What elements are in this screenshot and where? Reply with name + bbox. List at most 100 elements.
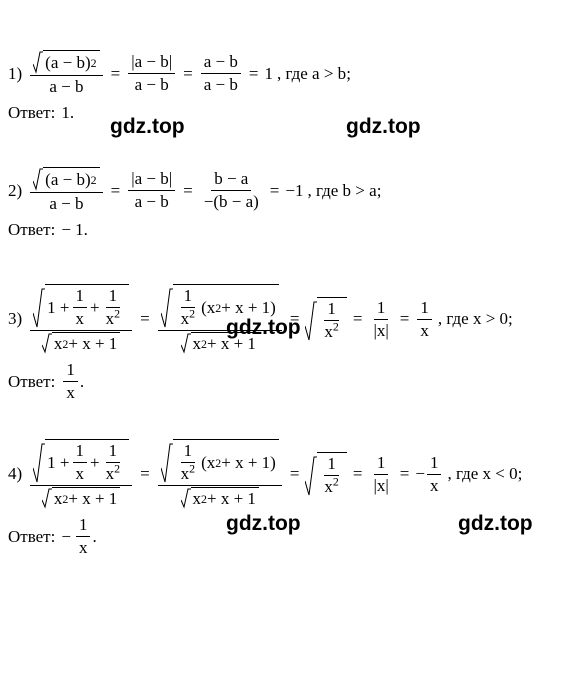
fraction: 1 |x|	[370, 453, 391, 496]
fraction: 1 x	[73, 441, 88, 484]
fraction: 1 x	[73, 286, 88, 329]
sqrt: 1 x2 (x2 + x + 1)	[161, 284, 279, 329]
answer-fraction: 1 x	[76, 515, 91, 558]
equals: =	[400, 464, 410, 484]
exponent: 2	[333, 474, 339, 488]
sqrt: 1 + 1 x + 1 x2	[33, 439, 129, 484]
numerator: 1	[417, 298, 432, 320]
numerator: 1	[181, 441, 196, 463]
fraction: 1 x2	[103, 441, 123, 484]
answer-label: Ответ:	[8, 220, 55, 240]
denominator: −(b − a)	[201, 191, 262, 212]
exponent: 2	[189, 461, 195, 475]
denominator: x	[181, 309, 190, 328]
numerator: 1	[324, 454, 339, 476]
plus: +	[90, 453, 100, 473]
fraction: a − b a − b	[201, 52, 241, 95]
minus: −	[415, 464, 425, 484]
denominator: a − b	[46, 193, 86, 214]
where-text: , где a > b;	[277, 64, 351, 84]
numerator: |a − b|	[128, 169, 175, 191]
equals: =	[290, 309, 300, 329]
fraction: 1 x2 (x2 + x + 1) x2 + x + 1	[158, 284, 282, 354]
plus: +	[90, 298, 100, 318]
fraction: 1 x	[417, 298, 432, 341]
denominator: x	[63, 382, 78, 403]
numerator: 1	[106, 441, 121, 463]
sqrt: 1 + 1 x + 1 x2	[33, 284, 129, 329]
radicand-text: (a − b)	[45, 170, 90, 190]
fraction: 1 x2	[178, 286, 198, 329]
text: x	[193, 334, 202, 354]
fraction: 1 x2	[103, 286, 123, 329]
denominator: x	[324, 477, 333, 496]
numerator: 1	[63, 360, 78, 382]
problem-2: 2) (a − b)2 a − b = |a − b| a − b = b − …	[8, 167, 579, 240]
equation-line: 2) (a − b)2 a − b = |a − b| a − b = b − …	[8, 167, 579, 214]
denominator: |x|	[370, 320, 391, 341]
equals: =	[183, 64, 193, 84]
text: + x + 1	[207, 334, 256, 354]
where-text: , где b > a;	[307, 181, 381, 201]
equals: =	[290, 464, 300, 484]
answer-label: Ответ:	[8, 372, 55, 392]
fraction: (a − b)2 a − b	[30, 167, 102, 214]
sqrt: x2 + x + 1	[181, 487, 259, 509]
text: x	[54, 489, 63, 509]
equals: =	[183, 181, 193, 201]
condition: a > b	[312, 64, 346, 83]
sqrt: 1 x2	[305, 297, 346, 342]
sqrt: (a − b)2	[33, 50, 99, 74]
text: 1 +	[47, 453, 69, 473]
where-text: , где x < 0;	[447, 464, 522, 484]
exponent: 2	[333, 319, 339, 333]
numerator: 1	[427, 453, 442, 475]
problem-index: 1)	[8, 64, 22, 84]
exponent: 2	[189, 306, 195, 320]
sqrt: x2 + x + 1	[42, 332, 120, 354]
equation-line: 4) 1 + 1 x + 1 x2	[8, 439, 579, 509]
numerator: 1	[73, 441, 88, 463]
answer-line: Ответ: 1 x .	[8, 360, 579, 403]
condition: x > 0	[473, 309, 508, 328]
text: + x + 1	[207, 489, 256, 509]
denominator: x	[73, 308, 88, 329]
text: + x + 1	[68, 489, 117, 509]
suffix: .	[80, 372, 84, 392]
fraction: 1 x	[427, 453, 442, 496]
answer-label: Ответ:	[8, 527, 55, 547]
denominator: a − b	[132, 191, 172, 212]
answer-line: Ответ: − 1.	[8, 220, 579, 240]
sqrt: 1 x2	[305, 452, 346, 497]
result: 1	[264, 64, 273, 84]
numerator: 1	[324, 299, 339, 321]
equation-line: 1) (a − b)2 a − b = |a − b| a − b = a − …	[8, 50, 579, 97]
sqrt: (a − b)2	[33, 167, 99, 191]
problem-4: 4) 1 + 1 x + 1 x2	[8, 439, 579, 558]
numerator: |a − b|	[128, 52, 175, 74]
radicand-text: (a − b)	[45, 53, 90, 73]
fraction: 1 + 1 x + 1 x2 x	[30, 439, 132, 509]
denominator: x	[106, 309, 115, 328]
numerator: 1	[106, 286, 121, 308]
equals: =	[249, 64, 259, 84]
problem-index: 2)	[8, 181, 22, 201]
equals: =	[140, 309, 150, 329]
suffix: .	[92, 527, 96, 547]
problem-3: 3) 1 + 1 x + 1 x2	[8, 284, 579, 403]
fraction: 1 + 1 x + 1 x2 x	[30, 284, 132, 354]
equals: =	[140, 464, 150, 484]
denominator: a − b	[201, 74, 241, 95]
numerator: 1	[73, 286, 88, 308]
problem-index: 3)	[8, 309, 22, 329]
result: −1	[285, 181, 303, 201]
denominator: x	[427, 475, 442, 496]
denominator: a − b	[132, 74, 172, 95]
equals: =	[270, 181, 280, 201]
numerator: 1	[76, 515, 91, 537]
sqrt: 1 x2 (x2 + x + 1)	[161, 439, 279, 484]
denominator: x	[73, 463, 88, 484]
fraction: |a − b| a − b	[128, 169, 175, 212]
text: + x + 1)	[221, 453, 276, 473]
condition: x < 0	[483, 464, 518, 483]
